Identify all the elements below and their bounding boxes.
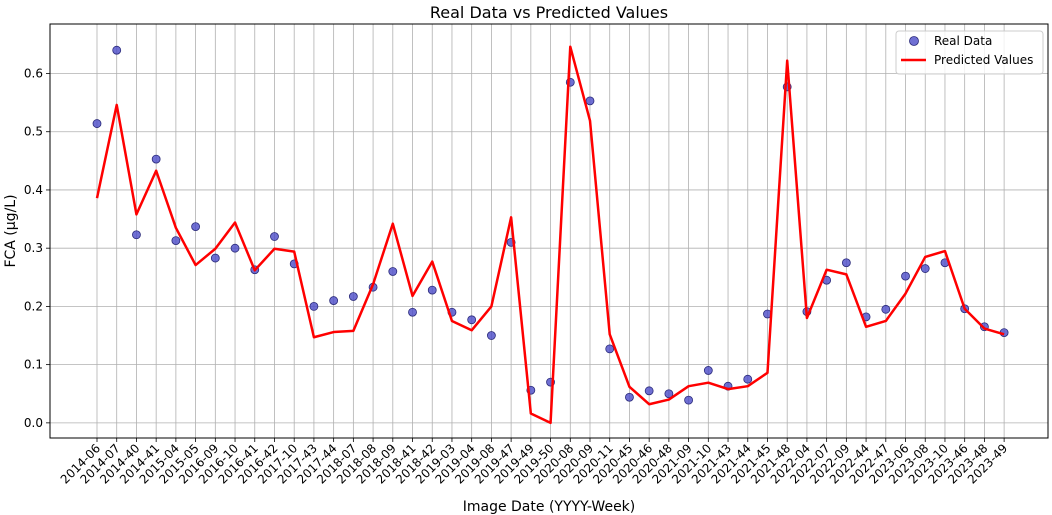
y-tick-label: 0.2 (24, 299, 43, 313)
plot-frame (49, 23, 1049, 439)
real-data-point (408, 307, 417, 317)
legend: Real Data Predicted Values (895, 30, 1044, 75)
real-data-point (112, 45, 122, 55)
legend-label-real-data: Real Data (934, 34, 992, 48)
real-data-point (427, 285, 437, 295)
legend-box (895, 30, 1044, 75)
real-data-point (270, 232, 279, 241)
real-data-point (151, 154, 161, 164)
y-tick-label: 0.0 (24, 416, 43, 430)
real-data-point (664, 389, 674, 399)
real-data-point (132, 230, 141, 240)
x-axis-title: Image Date (YYYY-Week) (463, 499, 636, 515)
grid (50, 24, 1048, 438)
real-data-point (191, 222, 201, 232)
real-data-point (329, 296, 339, 305)
legend-marker-real-data (909, 36, 919, 46)
real-data-point (230, 243, 240, 253)
real-data-point (348, 292, 358, 301)
real-data-point (881, 304, 891, 314)
real-data-point (585, 96, 595, 106)
real-data-point (467, 315, 477, 325)
y-axis-title: FCA (μg/L) (3, 194, 19, 267)
real-data-point (605, 344, 615, 354)
y-axis-ticks: 0.0 0.1 0.2 0.3 0.4 0.5 0.6 (24, 66, 50, 430)
real-data-point (309, 302, 319, 311)
y-tick-label: 0.1 (24, 358, 43, 372)
y-tick-label: 0.3 (24, 241, 43, 255)
real-data-point (703, 366, 713, 375)
real-data-point (920, 264, 930, 273)
series-layer (92, 45, 1009, 425)
predicted-values-line (95, 45, 1005, 425)
y-tick-label: 0.6 (24, 66, 43, 80)
legend-label-predicted-values: Predicted Values (934, 53, 1033, 67)
real-data-point (171, 236, 181, 246)
real-data-point (625, 392, 634, 402)
real-data-point (92, 119, 102, 128)
real-data-point (684, 395, 693, 405)
y-tick-label: 0.4 (24, 183, 43, 197)
real-data-point (486, 331, 496, 340)
chart-title: Real Data vs Predicted Values (430, 3, 668, 22)
y-tick-label: 0.5 (24, 125, 43, 139)
real-data-point (743, 374, 753, 384)
real-data-point (901, 271, 910, 281)
real-data-point (210, 253, 220, 263)
real-data-point (644, 386, 654, 396)
real-data-point (388, 267, 398, 276)
real-data-point (841, 258, 851, 268)
x-axis-ticks: 2014-062014-072014-402014-412015-042015-… (58, 438, 1010, 487)
